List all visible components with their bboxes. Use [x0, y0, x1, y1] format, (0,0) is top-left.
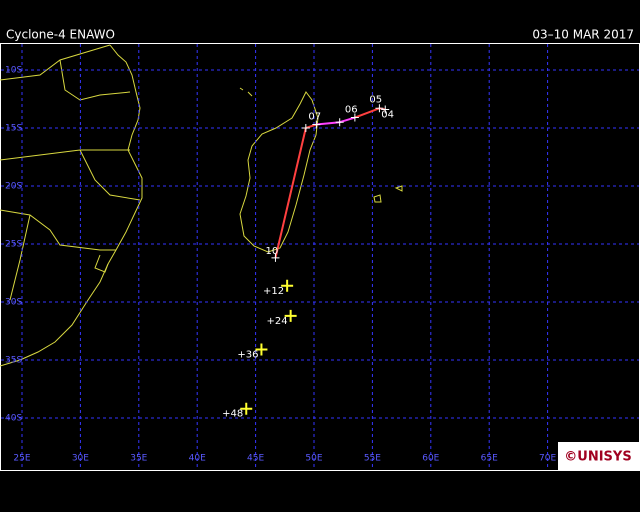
lon-label: 40E [189, 454, 206, 464]
forecast-label: +24 [267, 316, 288, 327]
track-label: 06 [345, 105, 358, 116]
track-point [335, 118, 344, 127]
lon-label: 50E [305, 454, 322, 464]
lat-label: 25S [5, 240, 22, 250]
track-segment [305, 123, 317, 129]
dates: 03–10 MAR 2017 [532, 28, 634, 42]
track-segment [354, 107, 380, 119]
lon-label: 60E [422, 454, 439, 464]
lon-label: 25E [13, 454, 30, 464]
track-label: 05 [369, 94, 382, 105]
lon-label: 70E [539, 454, 556, 464]
lat-label: 20S [5, 182, 22, 192]
coastlines [0, 44, 403, 367]
lon-label: 55E [364, 454, 381, 464]
map-frame [0, 43, 640, 471]
forecast-point [284, 309, 297, 322]
lat-label: 30S [5, 298, 22, 308]
forecast-label: +36 [237, 350, 258, 361]
lat-label: 15S [5, 124, 22, 134]
logo: ©UNISYS [564, 450, 631, 465]
forecast-point [281, 279, 294, 292]
forecast-point [240, 402, 253, 415]
lat-label: 35S [5, 356, 22, 366]
forecast-label: +12 [263, 286, 284, 297]
track-point [350, 113, 359, 122]
logo-box [558, 442, 639, 470]
lat-label: 40S [5, 414, 22, 424]
islands [239, 87, 403, 203]
lon-label: 45E [247, 454, 264, 464]
borders [0, 44, 141, 301]
lon-label: 65E [481, 454, 498, 464]
forecast-label: +48 [222, 409, 243, 420]
track-point [312, 120, 321, 129]
africa-coast [0, 44, 143, 367]
track-point [271, 253, 280, 262]
track-point [381, 105, 390, 114]
track-label: 07 [308, 112, 321, 123]
lon-label: 30E [72, 454, 89, 464]
title: Cyclone-4 ENAWO [6, 28, 115, 42]
track-point [301, 124, 310, 132]
track-segment [274, 127, 307, 259]
lat-label: 10S [5, 66, 22, 76]
track-label: 04 [381, 109, 394, 120]
forecast-point [255, 343, 268, 356]
madagascar [239, 91, 319, 253]
track-label: 10 [265, 246, 278, 257]
lon-label: 35E [130, 454, 147, 464]
track-point [375, 104, 384, 113]
track-segment [339, 116, 356, 124]
